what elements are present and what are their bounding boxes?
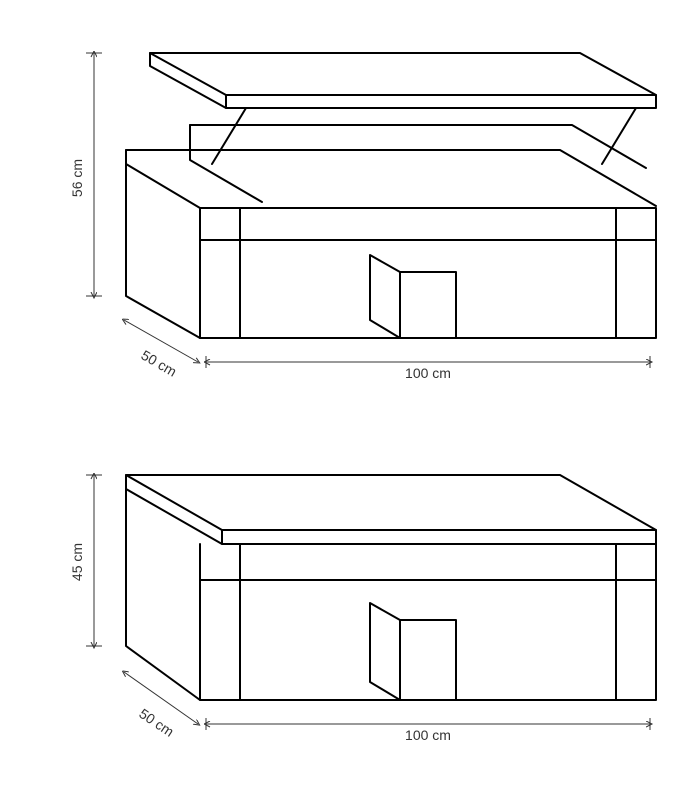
dim-open-width: 100 cm	[405, 365, 451, 381]
technical-drawing: 56 cm 50 cm 100 cm 45 cm	[0, 0, 700, 800]
dim-open-depth: 50 cm	[139, 347, 180, 380]
dim-closed-height: 45 cm	[69, 543, 85, 581]
dim-closed-depth: 50 cm	[136, 705, 177, 740]
dim-open-height: 56 cm	[69, 159, 85, 197]
dim-closed-width: 100 cm	[405, 727, 451, 743]
view-open: 56 cm 50 cm 100 cm	[69, 53, 656, 381]
view-closed: 45 cm 50 cm 100 cm	[69, 475, 656, 743]
